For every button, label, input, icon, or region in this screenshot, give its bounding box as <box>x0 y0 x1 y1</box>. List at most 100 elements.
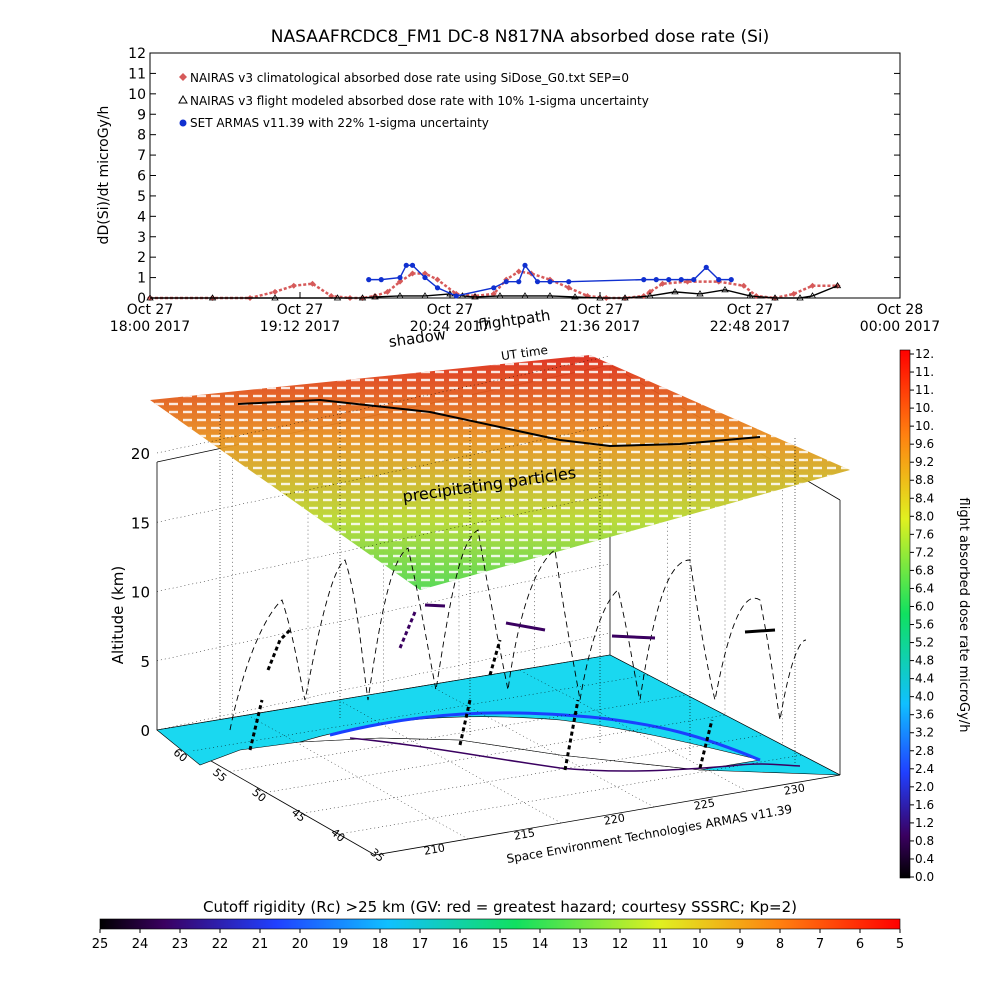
dose-colorbar-tick-label: 5.6 <box>915 618 934 632</box>
x-tick-label-time: 00:00 2017 <box>860 319 940 335</box>
armas-point <box>703 264 709 270</box>
flight-modeled-point <box>621 294 629 301</box>
flight-modeled-point <box>771 294 779 301</box>
armas-point <box>378 277 384 283</box>
floor-grid-line <box>193 674 649 752</box>
y-tick-label: 7 <box>137 148 146 164</box>
flightpath-on-plane <box>237 398 761 448</box>
climatological-point <box>384 288 391 295</box>
dose-plane-dashes <box>150 355 850 590</box>
floor-grid-line <box>338 699 562 824</box>
flight-modeled-point <box>358 294 367 301</box>
legend-entry-flight-modeled: NAIRAS v3 flight modeled absorbed dose r… <box>178 94 649 108</box>
armas-point <box>666 277 672 283</box>
y-tick-label: 0 <box>137 291 146 307</box>
three-d-wall-grid <box>232 381 783 745</box>
flight-modeled-point <box>596 294 604 301</box>
dose-colorbar-tick-label: 12. <box>915 347 934 361</box>
armas-point <box>503 279 509 285</box>
rigidity-colorbar-tick-label: 6 <box>856 937 864 952</box>
legend-label-flight-modeled: NAIRAS v3 flight modeled absorbed dose r… <box>190 94 649 108</box>
rigidity-colorbar-tick-label: 18 <box>372 937 389 952</box>
rigidity-colorbar-tick-label: 12 <box>612 937 629 952</box>
latitude-tick-label: 50 <box>250 786 269 805</box>
floor-grid-line <box>519 669 748 792</box>
climatological-point <box>565 284 572 291</box>
flight-modeled-point <box>371 293 379 300</box>
y-tick-label: 9 <box>137 107 146 123</box>
dose-colorbar-tick-label: 10. <box>915 401 934 415</box>
flight-modeled-point <box>571 293 579 300</box>
x-tick-label-time: 22:48 2017 <box>710 319 790 335</box>
dose-colorbar-tick-label: 5.2 <box>915 636 934 650</box>
dose-colorbar-tick-label: 7.2 <box>915 545 934 559</box>
dose-colorbar-tick-label: 11. <box>915 383 934 397</box>
y-tick-label: 3 <box>137 230 146 246</box>
armas-point <box>366 277 372 283</box>
climatological-point <box>397 278 403 285</box>
armas-point <box>566 279 572 285</box>
y-tick-label: 4 <box>137 209 146 225</box>
longitude-tick-label: 215 <box>513 826 536 842</box>
y-tick-label: 11 <box>128 66 146 82</box>
three-d-drop-lines <box>219 405 796 765</box>
y-tick-label: 5 <box>137 189 146 205</box>
climatological-point <box>740 282 747 289</box>
dose-colorbar-tick-label: 2.0 <box>915 780 934 794</box>
armas-point <box>403 262 409 268</box>
rigidity-colorbar <box>99 918 901 930</box>
x-tick-label-time: 19:12 2017 <box>260 319 340 335</box>
x-tick-label-time: 18:00 2017 <box>110 319 190 335</box>
x-tick-label-time: 20:24 2017 <box>410 319 490 335</box>
altitude-tick-label: 15 <box>131 514 150 532</box>
altitude-axis: 0 5 10 15 20 <box>131 355 611 740</box>
longitude-axis: 210 215 220 225 230 <box>423 781 806 857</box>
rigidity-colorbar-tick-label: 20 <box>292 937 309 952</box>
annotation-flightpath: flightpath <box>477 306 551 334</box>
flight-modeled-point <box>521 292 529 299</box>
flight-modeled-point <box>721 286 729 293</box>
rigidity-colorbar-tick-label: 15 <box>492 937 509 952</box>
top-chart-title: NASAAFRCDC8_FM1 DC-8 N817NA absorbed dos… <box>271 27 770 47</box>
dose-colorbar-tick-label: 10. <box>915 419 934 433</box>
rigidity-colorbar-tick-label: 8 <box>776 937 784 952</box>
climatological-point <box>659 280 666 287</box>
rigidity-colorbar-tick-label: 24 <box>132 937 149 952</box>
flight-modeled-point <box>146 294 154 301</box>
rigidity-colorbar-label: Cutoff rigidity (Rc) >25 km (GV: red = g… <box>203 898 797 916</box>
dose-colorbar-tick-label: 4.0 <box>915 690 934 704</box>
flight-modeled-point <box>796 294 804 301</box>
legend-label-climatological: NAIRAS v3 climatological absorbed dose r… <box>190 71 629 85</box>
x-tick-label-date: Oct 27 <box>277 302 323 318</box>
dose-colorbar-tick-label: 0.8 <box>915 834 934 848</box>
climatological-point <box>434 276 441 283</box>
rigidity-colorbar-tick-label: 21 <box>252 937 269 952</box>
altitude-tick-label: 0 <box>140 722 150 740</box>
climatological-point <box>647 288 653 295</box>
dose-colorbar-tick-label: 3.2 <box>915 726 934 740</box>
rigidity-colorbar-ticks: 25 24 23 22 21 20 19 18 17 16 15 14 13 12 11 10 9 8 7 6 5 <box>92 929 904 952</box>
flight-modeled-point <box>546 292 554 299</box>
armas-point <box>653 277 659 283</box>
y-tick-label: 1 <box>137 271 146 287</box>
armas-point <box>522 262 528 268</box>
flight-modeled-point <box>808 292 817 299</box>
climatological-point <box>422 270 428 277</box>
rigidity-colorbar-tick-label: 23 <box>172 937 189 952</box>
y-tick-label: 12 <box>128 46 146 62</box>
floor-grid-line <box>428 684 655 808</box>
rigidity-colorbar-tick-label: 19 <box>332 937 349 952</box>
top-chart-frame <box>149 52 901 299</box>
y-tick-label: 6 <box>137 169 146 185</box>
armas-point <box>716 277 722 283</box>
climatological-point <box>809 282 816 289</box>
armas-point <box>491 285 497 291</box>
flight-modeled-point <box>696 290 704 297</box>
flight-modeled-point <box>746 292 754 299</box>
climatological-point <box>790 290 797 297</box>
x-caption: Space Environment Technologies ARMAS v11… <box>505 802 793 866</box>
dose-colorbar-tick-label: 0.0 <box>915 870 934 884</box>
